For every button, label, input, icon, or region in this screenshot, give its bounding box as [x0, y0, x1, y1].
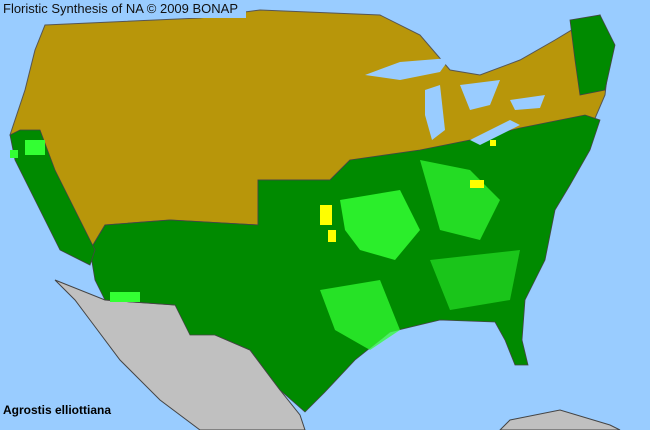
species-label: Agrostis elliottiana — [3, 403, 112, 417]
county-presence-markers — [10, 140, 520, 350]
great-lakes — [365, 58, 545, 145]
region-california-green — [9, 129, 96, 266]
rare-county-markers — [320, 140, 496, 242]
cuba-region — [499, 409, 621, 430]
region-northeast-green — [569, 14, 616, 96]
map-title: Floristic Synthesis of NA © 2009 BONAP — [0, 0, 247, 18]
